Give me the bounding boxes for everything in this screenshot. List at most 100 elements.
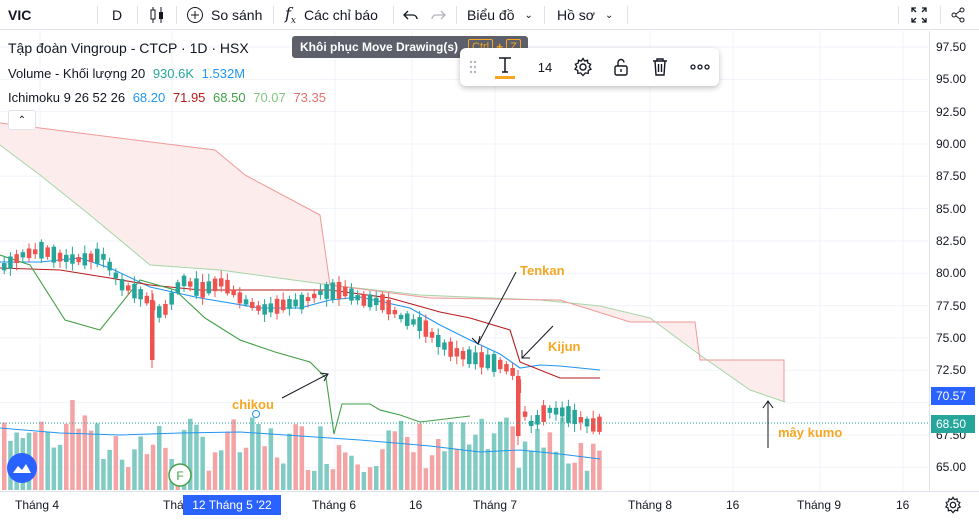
volume-bar [467,444,472,490]
candle-body [591,418,596,432]
volume-ma-line [0,427,601,460]
indicators-button[interactable]: fx Các chỉ báo [285,0,378,30]
collapse-legend-button[interactable]: ⌃ [8,110,36,130]
volume-bar [529,450,534,490]
candle-body [45,247,50,257]
volume-legend[interactable]: Volume - Khối lượng 20 930.6K 1.532M [8,66,249,81]
volume-bar [547,432,553,490]
fullscreen-button[interactable] [910,0,928,30]
trash-icon [653,58,667,76]
volume-bar [225,431,230,490]
candle-body [76,257,81,263]
volume-bar [318,426,323,490]
delete-button[interactable] [645,48,675,86]
ichimoku-legend[interactable]: Ichimoku 9 26 52 26 68.20 71.95 68.50 70… [8,90,330,105]
candle-body [442,342,447,350]
unlock-icon [614,58,628,76]
volume-bar [491,433,497,490]
candle-body [386,299,391,315]
chart-overlays: F [0,271,929,487]
interval-label: D [112,7,123,23]
candle-body [119,279,125,291]
annotation-kumo[interactable]: mây kumo [778,425,843,440]
volume-bar [417,423,422,490]
font-size-button[interactable]: 14 [530,48,560,86]
volume-bar [312,470,317,490]
symbol-legend: Tập đoàn Vingroup - CTCP · 1D · HSX [8,40,253,56]
volume-bar [200,436,205,490]
time-tick: 16 [726,498,740,512]
compare-button[interactable]: So sánh [186,0,262,30]
chevron-down-icon: ⌄ [604,9,614,21]
volume-bar [256,424,261,490]
symbol-title: Tập đoàn Vingroup - CTCP · 1D · HSX [8,40,249,56]
candle-style-button[interactable] [148,0,166,30]
settings-button[interactable] [568,48,598,86]
profile-menu[interactable]: Hồ sơ ⌄ [557,0,613,30]
candle-body [175,282,181,294]
more-button[interactable] [685,48,715,86]
candle-body [169,292,174,305]
volume-bar [268,428,274,490]
candle-body [281,299,286,311]
candle-body [64,254,69,263]
candle-body [231,289,236,296]
arrow-kijun [521,325,554,359]
volume-bar [281,463,286,490]
volume-bar [510,426,515,490]
volume-bar [535,428,540,490]
chart-settings-button[interactable] [944,496,962,519]
interval-button[interactable]: D [112,0,122,30]
text-color-button[interactable] [490,48,520,86]
compare-label: So sánh [211,7,263,23]
candle-body [194,278,199,296]
time-tick: Tháng 9 [797,498,842,512]
candle-body [324,284,329,299]
undo-button[interactable] [403,0,419,30]
candle-body [181,275,187,287]
candle-body [274,298,280,314]
share-button[interactable] [950,0,966,30]
price-tick: 92.50 [936,105,967,119]
redo-icon [431,10,446,20]
logo-button[interactable] [7,453,37,483]
candle-body [454,348,460,357]
candle-body [355,295,360,301]
redo-button[interactable] [430,0,446,30]
lock-button[interactable] [606,48,636,86]
volume-bar [516,467,522,490]
annotation-tenkan[interactable]: Tenkan [520,263,565,278]
candle-body [188,281,193,287]
volume-bar [219,450,224,490]
volume-bar [274,457,280,490]
candle-body [541,405,546,422]
chart-type-menu[interactable]: Biểu đồ ⌄ [467,0,533,30]
volume-bar [367,467,373,490]
volume-bar [150,444,156,490]
chevron-up-icon: ⌃ [17,114,27,126]
volume-bar [82,415,88,490]
symbol-search-button[interactable]: VIC [8,0,31,30]
volume-bar [460,422,466,490]
time-tick: 16 [896,498,910,512]
share-icon [951,7,965,23]
candle-body [392,309,398,315]
time-tick: Tháng 7 [473,498,518,512]
annotation-kijun[interactable]: Kijun [548,339,581,354]
candle-body [8,256,13,269]
volume-bar [522,441,528,490]
drag-handle[interactable] [466,48,480,86]
candle-body [498,359,503,370]
annotation-chikou[interactable]: chikou [232,397,274,412]
candle-body [113,272,119,279]
volume-bar [39,421,44,490]
candle-body [572,409,577,425]
arrow-chikou-head [319,372,329,382]
arrow-chikou [281,373,329,399]
gear-icon [573,57,593,77]
gear-icon [944,496,962,514]
candle-body [82,253,88,266]
volume-bar [299,426,305,490]
volume-bar [206,470,212,490]
